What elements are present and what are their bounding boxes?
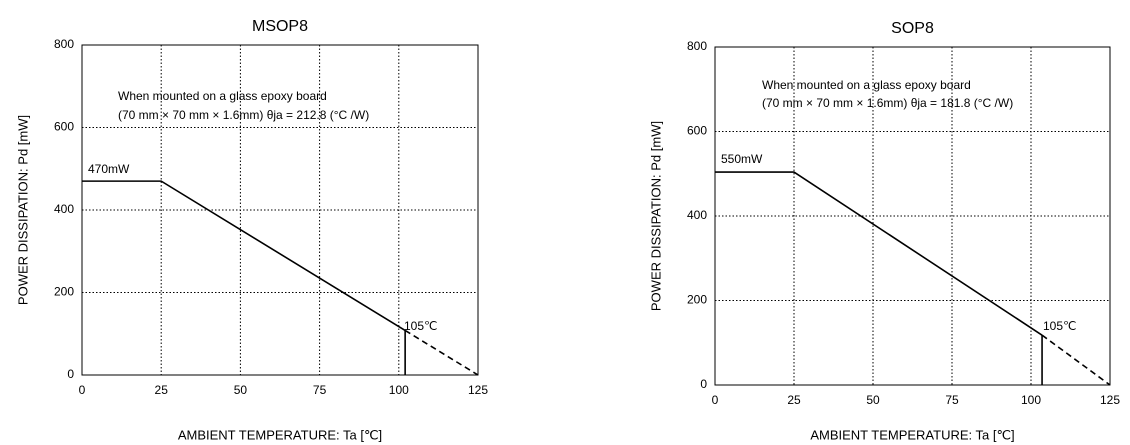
y-tick-label: 0 (67, 367, 74, 381)
y-tick-label: 400 (54, 202, 74, 216)
y-tick-label: 600 (687, 124, 707, 138)
x-tick-label: 125 (1100, 393, 1120, 407)
y-tick-label: 200 (54, 285, 74, 299)
annotation: (70 mm × 70 mm × 1.6mm) θja = 212.8 (°C … (118, 108, 369, 122)
x-axis-title: AMBIENT TEMPERATURE: Ta [℃] (178, 427, 382, 442)
y-tick-label: 400 (687, 208, 707, 222)
x-tick-label: 0 (712, 393, 719, 407)
derating-line (82, 180, 406, 332)
x-tick-label: 100 (1021, 393, 1041, 407)
y-tick-label: 0 (700, 377, 707, 391)
y-tick-label: 800 (54, 37, 74, 51)
y-tick-label: 800 (687, 39, 707, 53)
annotation: 105℃ (404, 319, 438, 333)
annotation: (70 mm × 70 mm × 1.6mm) θja = 181.8 (°C … (762, 96, 1013, 110)
annotation: When mounted on a glass epoxy board (762, 78, 971, 92)
chart-title: MSOP8 (252, 18, 308, 35)
x-tick-label: 25 (787, 393, 801, 407)
plot-frame (714, 46, 1111, 386)
x-tick-label: 50 (866, 393, 880, 407)
derating-line (1041, 334, 1111, 386)
x-tick-label: 125 (468, 383, 488, 397)
derating-line (715, 171, 1043, 336)
x-tick-label: 75 (313, 383, 327, 397)
annotation: 550mW (721, 152, 763, 166)
x-axis-title: AMBIENT TEMPERATURE: Ta [℃] (810, 427, 1014, 442)
x-tick-label: 100 (389, 383, 409, 397)
y-axis-title: POWER DISSIPATION: Pd [mW] (15, 115, 30, 305)
annotation: 470mW (88, 162, 130, 176)
y-tick-label: 600 (54, 120, 74, 134)
x-tick-label: 0 (79, 383, 86, 397)
x-tick-label: 25 (155, 383, 169, 397)
derating-line (404, 329, 479, 376)
annotation: When mounted on a glass epoxy board (118, 89, 327, 103)
x-tick-label: 50 (234, 383, 248, 397)
plot-frame (81, 44, 479, 376)
annotation: 105℃ (1043, 319, 1077, 333)
chart-title: SOP8 (891, 20, 934, 37)
x-tick-label: 75 (945, 393, 959, 407)
y-axis-title: POWER DISSIPATION: Pd [mW] (648, 121, 663, 311)
y-tick-label: 200 (687, 293, 707, 307)
